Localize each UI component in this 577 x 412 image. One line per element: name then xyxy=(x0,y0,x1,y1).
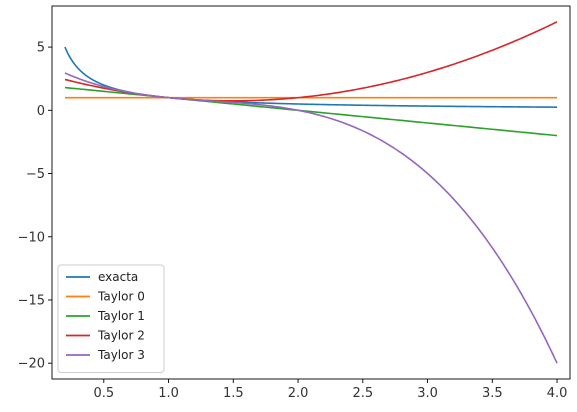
plot-area-frame xyxy=(51,5,571,380)
legend: exacta Taylor 0 Taylor 1 Taylor 2 Taylor 3 xyxy=(57,264,165,373)
x-tick-label: 2.5 xyxy=(352,386,373,401)
legend-label: Taylor 2 xyxy=(97,329,145,343)
legend-label: Taylor 3 xyxy=(97,348,145,362)
legend-box xyxy=(57,264,165,373)
y-tick-label: −15 xyxy=(18,293,45,308)
x-tick-label: 1.0 xyxy=(158,386,179,401)
x-tick-label: 2.0 xyxy=(288,386,309,401)
x-tick-label: 4.0 xyxy=(547,386,568,401)
x-tick-label: 3.0 xyxy=(417,386,438,401)
y-tick-label: 0 xyxy=(37,104,45,119)
x-tick-label: 1.5 xyxy=(223,386,244,401)
y-tick-label: −5 xyxy=(26,167,45,182)
y-tick-label: −10 xyxy=(18,230,45,245)
y-axis: 5 0 −5 −10 −15 −20 xyxy=(18,41,52,372)
legend-label: exacta xyxy=(98,270,138,284)
y-tick-label: 5 xyxy=(37,41,45,56)
series-line-4 xyxy=(64,72,558,364)
x-tick-label: 3.5 xyxy=(482,386,503,401)
series-lines xyxy=(64,21,558,364)
x-tick-label: 0.5 xyxy=(93,386,114,401)
x-axis: 0.5 1.0 1.5 2.0 2.5 3.0 3.5 4.0 xyxy=(93,379,567,401)
legend-label: Taylor 1 xyxy=(97,309,145,323)
y-tick-label: −20 xyxy=(18,357,45,372)
legend-label: Taylor 0 xyxy=(97,290,145,304)
